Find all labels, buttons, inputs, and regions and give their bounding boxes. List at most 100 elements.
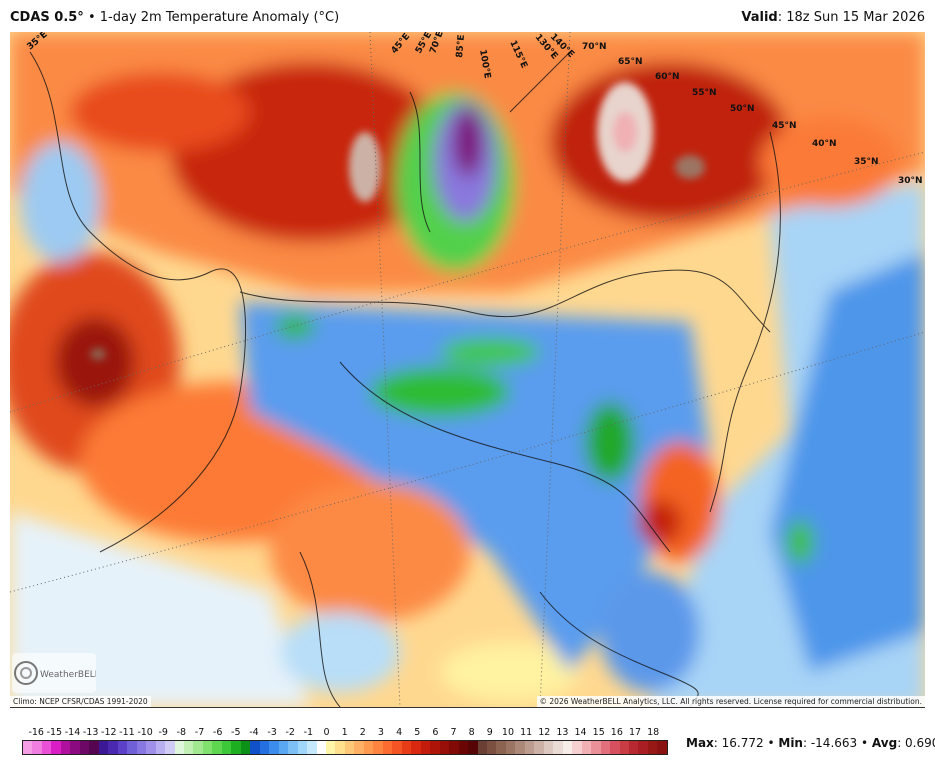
colorbar-swatch [174, 741, 184, 754]
colorbar-swatch [600, 741, 611, 754]
lat-label: 65°N [618, 57, 643, 67]
colorbar-label: 9 [486, 727, 493, 738]
colorbar-swatch [316, 741, 326, 754]
colorbar-swatch [515, 741, 525, 754]
colorbar-swatch [240, 741, 251, 754]
colorbar-swatch [363, 741, 374, 754]
lat-label: 30°N [898, 176, 923, 186]
map-title: CDAS 0.5° • 1-day 2m Temperature Anomaly… [10, 10, 339, 25]
colorbar-label: 10 [501, 727, 515, 738]
colorbar-swatch [619, 741, 629, 754]
colorbar-swatch [259, 741, 270, 754]
colorbar-swatch [505, 741, 516, 754]
colorbar-label: -8 [176, 727, 187, 738]
colorbar-swatch [231, 741, 241, 754]
colorbar-label: 12 [538, 727, 551, 738]
svg-text:WeatherBELL: WeatherBELL [40, 670, 96, 680]
max-label: Max [686, 736, 714, 750]
colorbar-swatch [468, 741, 478, 754]
colorbar-swatch [127, 741, 137, 754]
lat-label: 40°N [812, 139, 837, 149]
max-value: 16.772 [721, 736, 764, 750]
colorbar-swatch [449, 741, 459, 754]
colorbar-swatch [496, 741, 506, 754]
colorbar-label: -4 [249, 727, 259, 738]
colorbar-swatch [269, 741, 279, 754]
lon-label: 85°E [455, 34, 467, 58]
colorbar-swatch [647, 741, 658, 754]
colorbar-swatch [657, 741, 667, 754]
colorbar-swatch [70, 741, 80, 754]
colorbar-swatch [524, 741, 535, 754]
lat-label: 50°N [730, 104, 755, 114]
lat-label: 60°N [655, 72, 680, 82]
colorbar-swatch [572, 741, 582, 754]
colorbar-label: -12 [101, 727, 117, 738]
colorbar-swatch [534, 741, 544, 754]
header: CDAS 0.5° • 1-day 2m Temperature Anomaly… [10, 10, 925, 30]
graticule [10, 32, 925, 707]
colorbar-label: 17 [628, 727, 642, 738]
lat-label: 45°N [772, 121, 797, 131]
colorbar-swatch [458, 741, 469, 754]
colorbar-swatch [221, 741, 232, 754]
colorbar-swatch [23, 741, 33, 754]
colorbar-swatch [354, 741, 364, 754]
colorbar-label: 3 [377, 727, 384, 738]
colorbar-swatch [420, 741, 431, 754]
valid-time: Valid: 18z Sun 15 Mar 2026 [741, 10, 925, 25]
colorbar-swatch [610, 741, 620, 754]
model-name: CDAS 0.5° [10, 10, 84, 25]
colorbar-swatch [212, 741, 222, 754]
colorbar-swatch [477, 741, 487, 754]
logo-swirl-icon: WeatherBELL [14, 661, 96, 685]
colorbar-label: -6 [212, 727, 223, 738]
colorbar-swatch [155, 741, 166, 754]
colorbar-swatch [79, 741, 90, 754]
colorbar-label: -2 [285, 727, 295, 738]
colorbar-swatch [543, 741, 554, 754]
colorbar-swatch [250, 741, 260, 754]
colorbar-label: -7 [194, 727, 205, 738]
colorbar-swatch [60, 741, 71, 754]
colorbar-label: 13 [556, 727, 569, 738]
colorbar-swatch [382, 741, 393, 754]
colorbar-swatch [89, 741, 99, 754]
colorbar-swatches [22, 740, 668, 755]
colorbar-swatch [401, 741, 412, 754]
colorbar-swatch [307, 741, 317, 754]
colorbar-swatch [591, 741, 601, 754]
colorbar-label: -11 [119, 727, 135, 738]
colorbar-label: 14 [574, 727, 587, 738]
colorbar-label: 0 [323, 727, 330, 738]
colorbar-swatch [392, 741, 402, 754]
lat-label: 55°N [692, 88, 717, 98]
colorbar-swatch [297, 741, 308, 754]
colorbar-label: 7 [450, 727, 457, 738]
colorbar-label: -15 [46, 727, 63, 738]
colorbar-swatch [439, 741, 450, 754]
colorbar-swatch [278, 741, 289, 754]
colorbar-swatch [117, 741, 128, 754]
colorbar-swatch [430, 741, 440, 754]
colorbar-label: 4 [396, 727, 403, 738]
colorbar-swatch [51, 741, 61, 754]
separator: • [87, 10, 96, 25]
colorbar-swatch [486, 741, 497, 754]
colorbar-swatch [335, 741, 345, 754]
valid-label: Valid [741, 10, 778, 25]
colorbar-swatch [344, 741, 355, 754]
colorbar-swatch [98, 741, 109, 754]
colorbar-swatch [32, 741, 42, 754]
colorbar-label: 18 [647, 727, 660, 738]
colorbar-labels: -16 -15 -14 -13 -12 -11 -10 -9 -8 -7 -6 -5 -4 -3 -2 -1 0… [22, 727, 668, 740]
colorbar-swatch [553, 741, 563, 754]
colorbar-swatch [373, 741, 383, 754]
colorbar-swatch [183, 741, 194, 754]
coastlines-borders [29, 51, 781, 707]
min-value: -14.663 [810, 736, 858, 750]
colorbar-legend: -16 -15 -14 -13 -12 -11 -10 -9 -8 -7 -6 -5 -4 -3 -2 -1 0… [22, 727, 668, 755]
colorbar-swatch [146, 741, 156, 754]
colorbar-label: 1 [341, 727, 348, 738]
colorbar-label: -10 [137, 727, 153, 738]
